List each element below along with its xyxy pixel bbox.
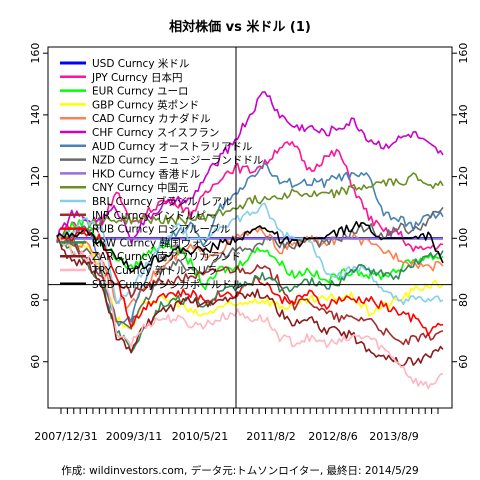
x-tick-label: 2011/8/2 bbox=[246, 430, 295, 443]
legend-label: TRY Curncy 新トルコリラ bbox=[91, 264, 218, 277]
chart-credit: 作成: wildinvestors.com, データ元:トムソンロイター, 最終… bbox=[61, 464, 418, 477]
series-line bbox=[56, 236, 444, 346]
y-tick-label-left: 80 bbox=[29, 293, 42, 307]
y-tick-label-left: 160 bbox=[29, 43, 42, 64]
series-line bbox=[56, 235, 444, 330]
y-tick-label-right: 100 bbox=[457, 228, 470, 249]
series-line bbox=[56, 220, 444, 273]
series-line bbox=[56, 91, 444, 244]
chart-title: 相対株価 vs 米ドル (1) bbox=[169, 19, 311, 35]
legend-label: BRL Curncy ブラジル レアル bbox=[92, 195, 232, 208]
x-tick-label: 2012/8/6 bbox=[308, 430, 357, 443]
legend-label: HKD Curncy 香港ドル bbox=[92, 168, 200, 180]
plot-frame bbox=[47, 46, 453, 409]
legend-label: GBP Curncy 英ポンド bbox=[92, 98, 199, 111]
y-tick-label-left: 100 bbox=[29, 228, 42, 249]
x-tick-label: 2010/5/21 bbox=[172, 430, 228, 443]
legend-label: NZD Curncy ニュージーランドドル bbox=[92, 155, 263, 167]
series-line bbox=[56, 235, 444, 390]
legend-label: ZAR Curncy 南アフリカランド bbox=[92, 250, 241, 263]
y-tick-label-right: 80 bbox=[457, 293, 470, 307]
x-tick-label: 2009/3/11 bbox=[106, 430, 162, 443]
series-line bbox=[56, 141, 444, 252]
y-tick-label-left: 120 bbox=[29, 166, 42, 187]
legend-label: USD Curncy 米ドル bbox=[92, 57, 189, 70]
series-line bbox=[56, 234, 444, 367]
legend-label: CNY Curncy 中国元 bbox=[92, 181, 189, 194]
legend-label: JPY Curncy 日本円 bbox=[91, 71, 183, 84]
legend-label: CAD Curncy カナダドル bbox=[92, 112, 211, 125]
legend-label: SGD Curncy シンガポールドル bbox=[92, 279, 242, 291]
axes: 60 60 80 80 100 100 120 120 140 140 160 160 2007/12/… bbox=[29, 43, 470, 443]
x-tick-label: 2007/12/31 bbox=[34, 430, 97, 443]
legend-label: CHF Curncy スイスフラン bbox=[92, 127, 219, 139]
legend-label: INR Curncy インドルピー bbox=[92, 210, 217, 222]
y-tick-label-right: 140 bbox=[457, 104, 470, 125]
legend-label: EUR Curncy ユーロ bbox=[92, 86, 189, 98]
y-tick-label-left: 140 bbox=[29, 104, 42, 125]
series-line bbox=[56, 216, 444, 291]
legend-label: RUB Curncy ロシアルーブル bbox=[92, 223, 230, 236]
y-tick-label-right: 120 bbox=[457, 166, 470, 187]
y-tick-label-right: 60 bbox=[457, 355, 470, 369]
series-line bbox=[56, 172, 444, 240]
legend-label: KRW Curncy 韓国ウォン bbox=[92, 237, 212, 249]
x-tick-label: 2013/8/9 bbox=[369, 430, 418, 443]
legend-label: AUD Curncy オーストラリアドル bbox=[92, 141, 252, 153]
y-tick-label-right: 160 bbox=[457, 43, 470, 64]
y-tick-label-left: 60 bbox=[29, 355, 42, 369]
